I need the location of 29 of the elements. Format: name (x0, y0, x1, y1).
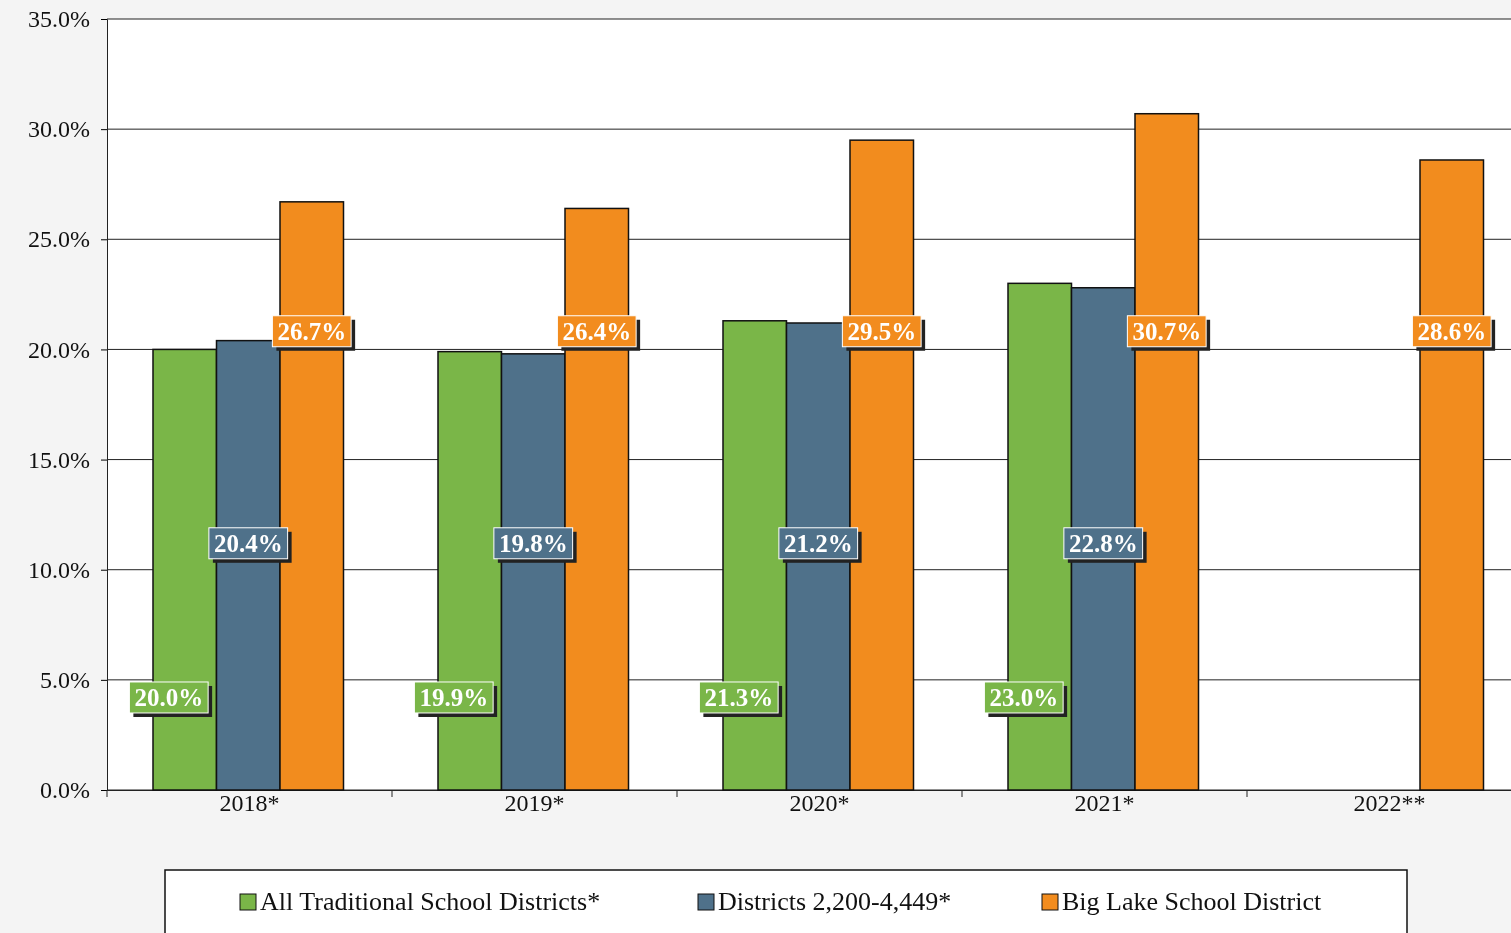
data-label: 19.9% (419, 683, 489, 711)
x-tick-label: 2020* (789, 790, 850, 816)
data-label: 28.6% (1417, 317, 1487, 345)
x-tick-label: 2019* (504, 790, 565, 816)
y-tick-label: 10.0% (28, 556, 90, 583)
data-label: 30.7% (1132, 317, 1202, 345)
data-label: 29.5% (847, 317, 917, 345)
data-label: 20.4% (213, 529, 283, 557)
y-tick-label: 5.0% (40, 667, 90, 694)
data-label: 21.3% (704, 683, 774, 711)
x-tick-label: 2018* (219, 790, 280, 816)
data-label: 19.8% (498, 529, 568, 557)
x-tick-label: 2022** (1353, 790, 1426, 816)
x-tick-label: 2021* (1074, 790, 1135, 816)
y-tick-label: 25.0% (28, 226, 90, 253)
y-tick-label: 35.0% (28, 6, 90, 33)
data-label: 23.0% (989, 683, 1059, 711)
data-label: 20.0% (134, 683, 204, 711)
data-label: 21.2% (783, 529, 853, 557)
data-label: 26.4% (562, 317, 632, 345)
legend-label: Districts 2,200-4,449* (718, 887, 952, 916)
data-label: 22.8% (1068, 529, 1138, 557)
legend-label: All Traditional School Districts* (260, 887, 601, 916)
y-tick-label: 15.0% (28, 446, 90, 473)
data-label: 26.7% (277, 317, 347, 345)
y-tick-label: 0.0% (40, 777, 90, 804)
legend-label: Big Lake School District (1062, 887, 1323, 916)
y-tick-label: 20.0% (28, 336, 90, 363)
y-tick-label: 30.0% (28, 116, 90, 143)
